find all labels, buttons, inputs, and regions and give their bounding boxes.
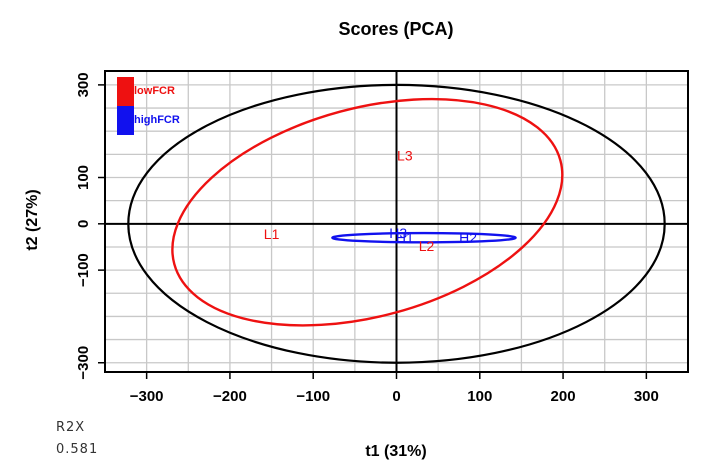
ellipse-highfcr bbox=[331, 231, 517, 244]
x-tick-label: 100 bbox=[467, 388, 492, 405]
zero-axes bbox=[105, 71, 688, 372]
y-tick-label: −300 bbox=[75, 346, 92, 380]
x-tick-label: 300 bbox=[634, 388, 659, 405]
legend-label-highfcr: highFCR bbox=[134, 114, 180, 126]
y-tick-label: −100 bbox=[75, 253, 92, 287]
x-tick-label: −300 bbox=[130, 388, 164, 405]
hotelling-ellipse bbox=[127, 83, 666, 364]
legend-swatch-lowfcr bbox=[117, 77, 134, 106]
legend-swatch-highfcr bbox=[117, 106, 134, 135]
legend-label-lowfcr: lowFCR bbox=[134, 85, 175, 97]
point-label-l2: L2 bbox=[419, 238, 435, 254]
point-label-l1: L1 bbox=[264, 226, 280, 242]
x-axis-ticks: −300 −200 −100 0 100 200 300 bbox=[130, 372, 659, 405]
r2x-label: R2X bbox=[56, 420, 86, 435]
x-tick-label: −200 bbox=[213, 388, 247, 405]
point-label-l3: L3 bbox=[397, 147, 413, 163]
point-label-h3: H3 bbox=[389, 225, 407, 241]
ellipse-lowfcr bbox=[171, 97, 564, 327]
y-tick-label: 100 bbox=[75, 165, 92, 190]
legend: lowFCR highFCR bbox=[117, 77, 180, 135]
y-axis-ticks: −300 −100 0 100 300 bbox=[75, 72, 105, 380]
score-points: L1 L2 L3 H1 H2 H3 bbox=[264, 147, 478, 254]
point-label-h2: H2 bbox=[459, 230, 477, 246]
x-tick-label: −100 bbox=[296, 388, 330, 405]
chart-title: Scores (PCA) bbox=[338, 19, 453, 39]
y-axis-label: t2 (27%) bbox=[24, 189, 41, 250]
confidence-ellipses bbox=[127, 83, 666, 364]
x-axis-label: t1 (31%) bbox=[365, 443, 426, 460]
point-label-h1: H1 bbox=[396, 230, 414, 246]
x-tick-label: 0 bbox=[392, 388, 400, 405]
x-tick-label: 200 bbox=[551, 388, 576, 405]
y-tick-label: 300 bbox=[75, 72, 92, 97]
y-tick-label: 0 bbox=[75, 220, 92, 228]
r2x-value: 0.581 bbox=[56, 442, 99, 457]
